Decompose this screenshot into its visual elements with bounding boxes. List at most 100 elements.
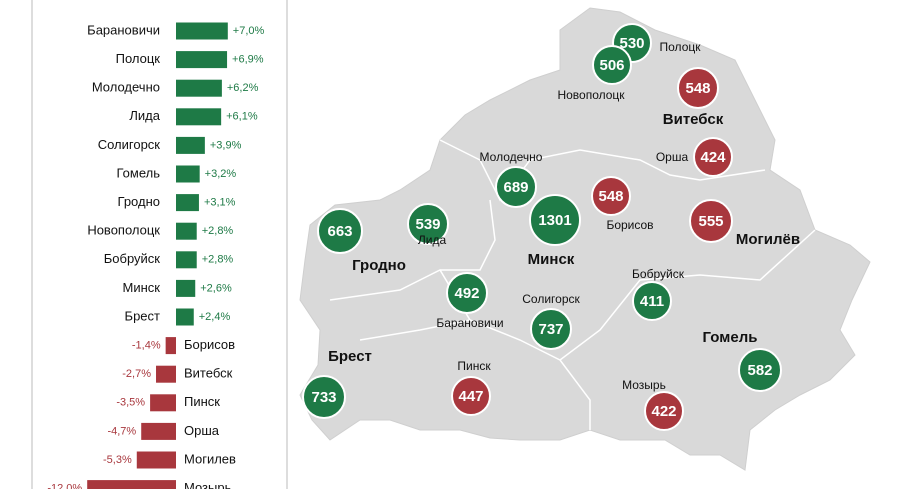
category-label: Орша xyxy=(184,423,220,438)
bar xyxy=(176,51,228,69)
region-borders xyxy=(329,139,816,430)
bar xyxy=(141,422,176,440)
bar xyxy=(176,79,222,97)
value-label: -12,0% xyxy=(47,483,82,489)
value-label: +6,2% xyxy=(227,82,259,94)
city-label: Гродно xyxy=(352,257,406,274)
value-label: +2,8% xyxy=(202,254,234,266)
category-label: Гродно xyxy=(118,194,160,209)
value-label: +3,9% xyxy=(210,139,242,151)
bar xyxy=(176,108,222,126)
city-marker xyxy=(529,194,581,246)
value-label: -1,4% xyxy=(132,340,161,352)
city-label: Бобруйск xyxy=(632,267,685,281)
category-label: Могилев xyxy=(184,451,236,466)
city-label: Барановичи xyxy=(436,316,503,330)
city-value: 555 xyxy=(698,213,723,230)
city-marker xyxy=(592,45,632,85)
city-value: 411 xyxy=(640,293,664,310)
city-label: Орша xyxy=(656,150,689,164)
city-value: 582 xyxy=(747,362,772,379)
city-marker xyxy=(407,203,449,245)
city-marker xyxy=(446,272,488,314)
bar xyxy=(165,337,176,355)
value-label: +2,6% xyxy=(200,282,232,294)
city-marker xyxy=(693,137,733,177)
city-label: Новополоцк xyxy=(557,88,625,102)
city-marker xyxy=(632,281,672,321)
city-label: Молодечно xyxy=(480,150,543,164)
bar-panel xyxy=(31,0,288,489)
city-label: Пинск xyxy=(457,359,491,373)
city-label: Полоцк xyxy=(660,40,702,54)
city-label: Гомель xyxy=(703,329,758,346)
city-marker xyxy=(530,308,572,350)
city-label: Мозырь xyxy=(622,378,666,392)
city-label: Солигорск xyxy=(522,292,580,306)
city-value: 663 xyxy=(327,223,352,240)
city-value: 1301 xyxy=(538,212,571,229)
bar xyxy=(150,394,176,412)
city-value: 539 xyxy=(415,216,440,233)
value-label: +2,8% xyxy=(202,225,234,237)
value-label: -4,7% xyxy=(107,425,136,437)
city-label: Минск xyxy=(528,251,575,268)
category-label: Брест xyxy=(125,308,160,323)
bar xyxy=(176,279,196,297)
category-label: Молодечно xyxy=(92,80,160,95)
city-value: 530 xyxy=(619,35,644,52)
city-value: 548 xyxy=(598,188,623,205)
category-label: Новополоцк xyxy=(87,223,160,238)
city-value: 422 xyxy=(651,403,676,420)
city-value: 737 xyxy=(538,321,563,338)
category-label: Витебск xyxy=(184,366,233,381)
category-label: Минск xyxy=(123,280,161,295)
value-label: +3,1% xyxy=(204,197,236,209)
value-label: -5,3% xyxy=(103,454,132,466)
category-label: Борисов xyxy=(184,337,235,352)
city-label: Лида xyxy=(418,233,447,247)
value-label: +6,9% xyxy=(232,54,264,66)
category-label: Мозырь xyxy=(184,480,232,489)
city-value: 447 xyxy=(458,388,483,405)
bar xyxy=(176,251,197,269)
city-marker xyxy=(677,67,719,109)
bar xyxy=(176,194,199,212)
city-marker xyxy=(302,375,346,419)
city-label: Витебск xyxy=(663,111,724,128)
category-label: Пинск xyxy=(184,394,220,409)
city-marker xyxy=(689,199,733,243)
city-marker xyxy=(451,376,491,416)
map xyxy=(299,7,871,471)
city-label: Могилёв xyxy=(736,231,800,248)
value-label: +7,0% xyxy=(233,25,265,37)
bar xyxy=(136,451,176,469)
value-label: +6,1% xyxy=(226,111,258,123)
category-label: Гомель xyxy=(117,165,161,180)
bar xyxy=(176,308,194,326)
category-label: Барановичи xyxy=(87,22,160,37)
value-label: +2,4% xyxy=(199,311,231,323)
city-marker xyxy=(738,348,782,392)
category-label: Солигорск xyxy=(98,137,161,152)
city-label: Борисов xyxy=(606,218,653,232)
city-marker xyxy=(317,208,363,254)
bar xyxy=(176,136,205,154)
city-value: 733 xyxy=(311,389,336,406)
city-marker xyxy=(495,166,537,208)
city-value: 424 xyxy=(700,149,726,166)
city-marker xyxy=(591,176,631,216)
city-value: 492 xyxy=(454,285,479,302)
city-marker xyxy=(644,391,684,431)
bar xyxy=(156,365,176,383)
value-label: +3,2% xyxy=(205,168,237,180)
bar xyxy=(176,222,197,240)
value-label: -3,5% xyxy=(116,397,145,409)
category-label: Бобруйск xyxy=(104,251,161,266)
city-value: 548 xyxy=(685,80,710,97)
bar xyxy=(176,22,228,40)
bar xyxy=(176,165,200,183)
category-label: Полоцк xyxy=(116,51,161,66)
city-label: Брест xyxy=(328,348,372,365)
